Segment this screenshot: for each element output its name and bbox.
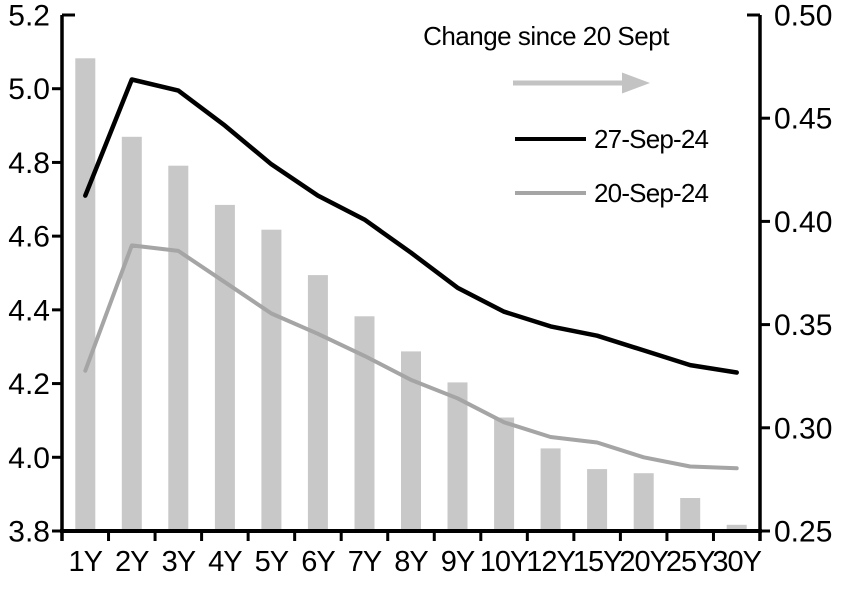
y-axis-label-right: 0.40 [774,206,832,239]
x-axis-label-6y: 6Y [301,546,335,578]
legend-title: Change since 20 Sept [423,21,669,51]
y-axis-label-right: 0.25 [774,516,832,549]
x-axis-label-9y: 9Y [441,546,475,578]
legend-label-27-sep-24: 27-Sep-24 [594,123,709,154]
bar-5y [261,229,282,531]
bar-9y [447,382,468,531]
x-axis-label-7y: 7Y [348,546,382,578]
x-axis-label-4y: 4Y [208,546,242,578]
line-27-sep-24 [83,77,739,375]
x-axis-label-3y: 3Y [162,546,196,578]
y-axis-label-right: 0.30 [774,412,832,445]
y-axis-label-right: 0.35 [774,309,832,342]
y-axis-label-left: 4.4 [8,294,50,327]
y-axis-label-right: 0.50 [774,0,832,33]
legend-label-20-sep-24: 20-Sep-24 [594,177,709,208]
x-axis-label-10y: 10Y [480,546,529,578]
bar-25y [680,498,701,531]
legend-line-swatch-black [515,136,586,142]
x-axis-label-15y: 15Y [573,546,622,578]
bar-12y [540,448,561,531]
bar-8y [401,351,421,531]
x-axis-label-8y: 8Y [394,546,428,578]
x-axis-label-30y: 30Y [712,546,761,578]
x-axis-label-20y: 20Y [619,546,668,578]
bar-10y [494,417,515,531]
legend-entry-27-sep-24: 27-Sep-24 [515,123,709,154]
x-axis-label-2y: 2Y [115,546,149,578]
bar-6y [307,275,328,531]
legend-entry-20-sep-24: 20-Sep-24 [515,177,709,208]
bar-15y [587,469,608,531]
y-axis-label-left: 5.2 [8,0,50,33]
x-axis-label-5y: 5Y [255,546,289,578]
bar-2y [121,136,142,532]
legend-line-swatch-gray [515,191,586,195]
y-axis-label-left: 5.0 [8,73,50,106]
y-axis-label-left: 4.8 [8,147,50,180]
line-20-sep-24 [83,243,739,471]
bar-4y [214,204,235,531]
bar-3y [168,165,189,531]
y-axis-label-left: 4.2 [8,368,50,401]
change-arrow-head-icon [622,72,650,94]
bar-1y [75,58,96,532]
bar-20y [633,473,654,531]
bar-30y [726,524,747,531]
y-axis-label-left: 4.0 [8,442,50,475]
x-axis-label-12y: 12Y [526,546,575,578]
y-axis-label-left: 3.8 [8,516,50,549]
x-axis-label-1y: 1Y [69,546,103,578]
y-axis-label-left: 4.6 [8,221,50,254]
x-axis-label-25y: 25Y [666,546,715,578]
y-axis-label-right: 0.45 [774,103,832,136]
bar-7y [354,316,375,531]
